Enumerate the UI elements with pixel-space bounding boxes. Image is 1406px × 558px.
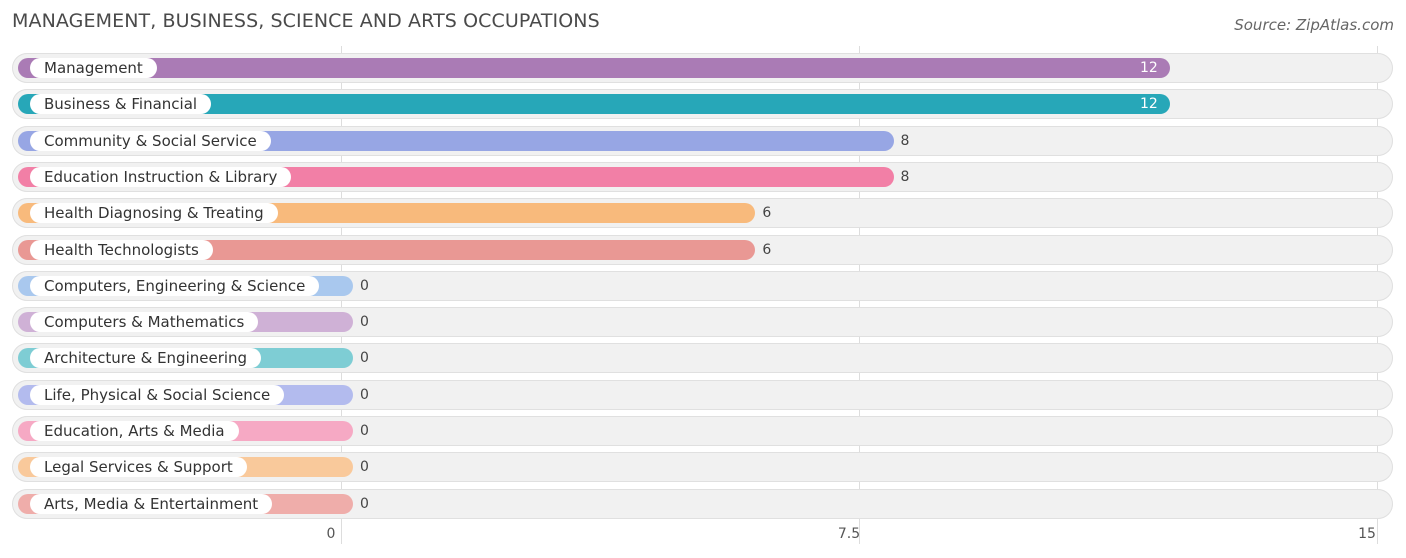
bar-value-label: 0 xyxy=(360,350,369,366)
bar-category-label: Architecture & Engineering xyxy=(30,348,262,368)
bar-value-label: 12 xyxy=(1139,96,1158,112)
bar-row: Arts, Media & Entertainment 0 xyxy=(12,489,1393,519)
bar-category-label: Health Diagnosing & Treating xyxy=(30,203,278,223)
bar-category-label: Community & Social Service xyxy=(30,131,271,151)
bar-category-label: Life, Physical & Social Science xyxy=(30,385,285,405)
bar-value-label: 6 xyxy=(762,242,772,258)
bar-category-label: Education Instruction & Library xyxy=(30,167,292,187)
bar-value-label: 0 xyxy=(360,423,369,439)
chart-source: Source: ZipAtlas.com xyxy=(1234,16,1394,34)
bar-value-label: 12 xyxy=(1139,60,1158,76)
bar-row: Legal Services & Support 0 xyxy=(12,452,1393,482)
bar-category-label: Health Technologists xyxy=(30,240,213,260)
bar-row: Education Instruction & Library 8 xyxy=(12,162,1393,192)
bar-value-label: 8 xyxy=(900,169,910,185)
bar-value-label: 0 xyxy=(360,314,369,330)
bar-row: Health Technologists 6 xyxy=(12,235,1393,265)
bar-row: Computers & Mathematics 0 xyxy=(12,307,1393,337)
bar-category-label: Education, Arts & Media xyxy=(30,421,239,441)
bar-value-label: 0 xyxy=(360,278,369,294)
bar-row: Community & Social Service 8 xyxy=(12,126,1393,156)
bar-value-label: 0 xyxy=(360,496,369,512)
bar-category-label: Legal Services & Support xyxy=(30,457,247,477)
bar-category-label: Arts, Media & Entertainment xyxy=(30,494,273,514)
bar-row: Life, Physical & Social Science 0 xyxy=(12,380,1393,410)
bar-category-label: Business & Financial xyxy=(30,94,212,114)
bar-category-label: Computers, Engineering & Science xyxy=(30,276,320,296)
bar-category-label: Computers & Mathematics xyxy=(30,312,259,332)
bar-row: Health Diagnosing & Treating 6 xyxy=(12,198,1393,228)
bar-row: Architecture & Engineering 0 xyxy=(12,343,1393,373)
bar[interactable] xyxy=(18,58,1170,78)
bar-value-label: 0 xyxy=(360,459,369,475)
bar-category-label: Management xyxy=(30,58,157,78)
bar-value-label: 6 xyxy=(762,205,772,221)
bar-row: Management 12 xyxy=(12,53,1393,83)
bar[interactable] xyxy=(18,94,1170,114)
x-tick-label: 0 xyxy=(326,526,336,542)
bar-row: Education, Arts & Media 0 xyxy=(12,416,1393,446)
bar-row: Computers, Engineering & Science 0 xyxy=(12,271,1393,301)
bar-value-label: 8 xyxy=(900,133,910,149)
chart-title: MANAGEMENT, BUSINESS, SCIENCE AND ARTS O… xyxy=(12,10,600,32)
bar-row: Business & Financial 12 xyxy=(12,89,1393,119)
x-tick-label: 15 xyxy=(1358,526,1376,542)
x-tick-label: 7.5 xyxy=(837,526,861,542)
bar-value-label: 0 xyxy=(360,387,369,403)
